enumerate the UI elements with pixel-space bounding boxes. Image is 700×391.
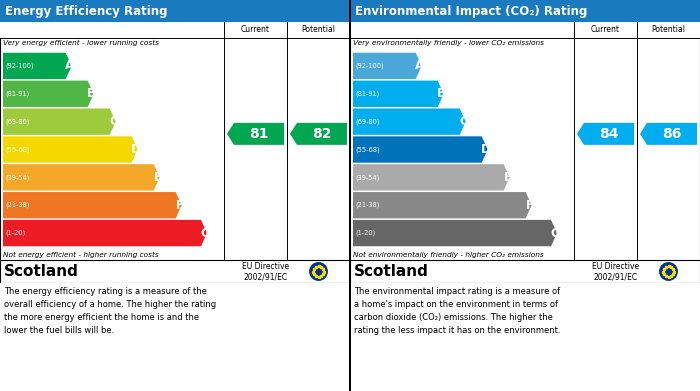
Text: (21-38): (21-38) bbox=[355, 202, 379, 208]
Text: Current: Current bbox=[241, 25, 270, 34]
Text: (55-68): (55-68) bbox=[5, 146, 29, 153]
Polygon shape bbox=[353, 220, 557, 246]
Text: F: F bbox=[176, 199, 183, 212]
Polygon shape bbox=[640, 123, 697, 145]
Polygon shape bbox=[3, 108, 116, 135]
Text: Scotland: Scotland bbox=[4, 264, 79, 279]
Text: (55-68): (55-68) bbox=[355, 146, 379, 153]
Text: D: D bbox=[131, 143, 141, 156]
Text: Very environmentally friendly - lower CO₂ emissions: Very environmentally friendly - lower CO… bbox=[353, 40, 544, 46]
Polygon shape bbox=[227, 123, 284, 145]
Text: (81-91): (81-91) bbox=[355, 91, 379, 97]
Text: D: D bbox=[481, 143, 491, 156]
Text: The environmental impact rating is a measure of
a home's impact on the environme: The environmental impact rating is a mea… bbox=[354, 287, 561, 335]
Polygon shape bbox=[353, 164, 510, 190]
Text: 84: 84 bbox=[599, 127, 619, 141]
Text: (69-80): (69-80) bbox=[5, 118, 29, 125]
Text: Not environmentally friendly - higher CO₂ emissions: Not environmentally friendly - higher CO… bbox=[353, 252, 544, 258]
Bar bbox=[0, 22, 350, 38]
Polygon shape bbox=[353, 108, 466, 135]
Polygon shape bbox=[3, 220, 207, 246]
Text: (69-80): (69-80) bbox=[355, 118, 379, 125]
Text: B: B bbox=[88, 87, 96, 100]
Polygon shape bbox=[3, 53, 71, 79]
Text: Environmental Impact (CO₂) Rating: Environmental Impact (CO₂) Rating bbox=[355, 5, 587, 18]
Circle shape bbox=[310, 263, 327, 280]
Text: Energy Efficiency Rating: Energy Efficiency Rating bbox=[6, 5, 168, 18]
Text: B: B bbox=[438, 87, 446, 100]
Text: F: F bbox=[526, 199, 533, 212]
Text: (39-54): (39-54) bbox=[5, 174, 29, 181]
Polygon shape bbox=[290, 123, 347, 145]
Polygon shape bbox=[3, 81, 94, 107]
Text: EU Directive
2002/91/EC: EU Directive 2002/91/EC bbox=[242, 262, 290, 281]
Text: The energy efficiency rating is a measure of the
overall efficiency of a home. T: The energy efficiency rating is a measur… bbox=[4, 287, 216, 335]
Text: (92-100): (92-100) bbox=[355, 63, 384, 69]
Text: Scotland: Scotland bbox=[354, 264, 429, 279]
Polygon shape bbox=[353, 81, 444, 107]
Text: 82: 82 bbox=[312, 127, 332, 141]
Polygon shape bbox=[353, 192, 532, 219]
Text: Potential: Potential bbox=[652, 25, 685, 34]
Text: EU Directive
2002/91/EC: EU Directive 2002/91/EC bbox=[592, 262, 640, 281]
Circle shape bbox=[660, 263, 677, 280]
Polygon shape bbox=[3, 164, 160, 190]
Text: A: A bbox=[415, 59, 424, 72]
Text: (1-20): (1-20) bbox=[355, 230, 375, 236]
Text: 86: 86 bbox=[662, 127, 682, 141]
Text: 81: 81 bbox=[249, 127, 269, 141]
Text: E: E bbox=[154, 171, 162, 184]
Text: G: G bbox=[550, 226, 560, 240]
Text: (92-100): (92-100) bbox=[5, 63, 34, 69]
Text: E: E bbox=[504, 171, 512, 184]
Text: (39-54): (39-54) bbox=[355, 174, 379, 181]
Text: Not energy efficient - higher running costs: Not energy efficient - higher running co… bbox=[3, 252, 159, 258]
Polygon shape bbox=[3, 136, 138, 163]
Polygon shape bbox=[577, 123, 634, 145]
Polygon shape bbox=[353, 136, 488, 163]
Text: Current: Current bbox=[591, 25, 620, 34]
Text: C: C bbox=[459, 115, 468, 128]
Text: G: G bbox=[200, 226, 210, 240]
Text: (81-91): (81-91) bbox=[5, 91, 29, 97]
Polygon shape bbox=[353, 53, 421, 79]
Bar bbox=[350, 22, 700, 38]
Text: Very energy efficient - lower running costs: Very energy efficient - lower running co… bbox=[3, 40, 159, 46]
Text: (1-20): (1-20) bbox=[5, 230, 25, 236]
Text: A: A bbox=[65, 59, 74, 72]
Text: Potential: Potential bbox=[302, 25, 335, 34]
Polygon shape bbox=[3, 192, 182, 219]
Text: C: C bbox=[109, 115, 118, 128]
Text: (21-38): (21-38) bbox=[5, 202, 29, 208]
